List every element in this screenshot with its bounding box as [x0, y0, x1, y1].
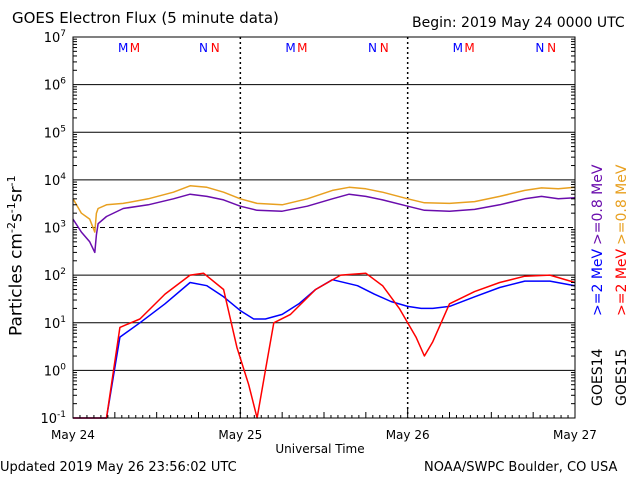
- legend-entry: GOES15: [614, 349, 630, 406]
- legend-entry: >=2 MeV: [590, 248, 606, 316]
- y-tick-label: 104: [44, 172, 67, 189]
- x-tick-label: May 25: [218, 428, 262, 442]
- begin-time: Begin: 2019 May 24 0000 UTC: [412, 15, 625, 31]
- legend-entry: >=0.8 MeV: [614, 164, 630, 245]
- x-tick-label: May 27: [553, 428, 597, 442]
- series-line: [72, 185, 576, 233]
- y-tick-label: 101: [44, 315, 66, 332]
- event-marker: N: [199, 41, 208, 55]
- event-marker: M: [453, 41, 463, 55]
- event-marker: M: [464, 41, 474, 55]
- x-axis-label: Universal Time: [275, 442, 365, 456]
- x-tick-label: May 26: [386, 428, 430, 442]
- event-marker: M: [118, 41, 128, 55]
- y-axis-label: Particles cm-2s-1sr-1: [5, 175, 27, 336]
- event-marker: M: [285, 41, 295, 55]
- event-marker: N: [368, 41, 377, 55]
- x-tick-label: May 24: [51, 428, 95, 442]
- y-tick-label: 107: [44, 29, 66, 46]
- series-line: [73, 278, 576, 419]
- y-tick-label: 103: [44, 220, 66, 237]
- credit: NOAA/SWPC Boulder, CO USA: [424, 460, 618, 475]
- y-tick-label: 106: [44, 77, 67, 94]
- chart-title: GOES Electron Flux (5 minute data): [12, 9, 279, 27]
- event-marker: N: [535, 41, 544, 55]
- y-tick-label: 100: [44, 362, 67, 379]
- legend-entry: >=0.8 MeV: [590, 164, 606, 245]
- updated-time: Updated 2019 May 26 23:56:02 UTC: [0, 460, 237, 475]
- event-marker: M: [297, 41, 307, 55]
- event-marker: N: [547, 41, 556, 55]
- y-tick-label: 105: [44, 124, 66, 141]
- series-line: [73, 272, 576, 419]
- y-tick-label: 10-1: [40, 410, 66, 427]
- legend-entry: >=2 MeV: [614, 248, 630, 316]
- event-marker: N: [211, 41, 220, 55]
- legend-entry: GOES14: [590, 348, 606, 406]
- event-marker: N: [380, 41, 389, 55]
- series-line: [72, 193, 576, 254]
- event-marker: M: [130, 41, 140, 55]
- y-tick-label: 102: [44, 267, 66, 284]
